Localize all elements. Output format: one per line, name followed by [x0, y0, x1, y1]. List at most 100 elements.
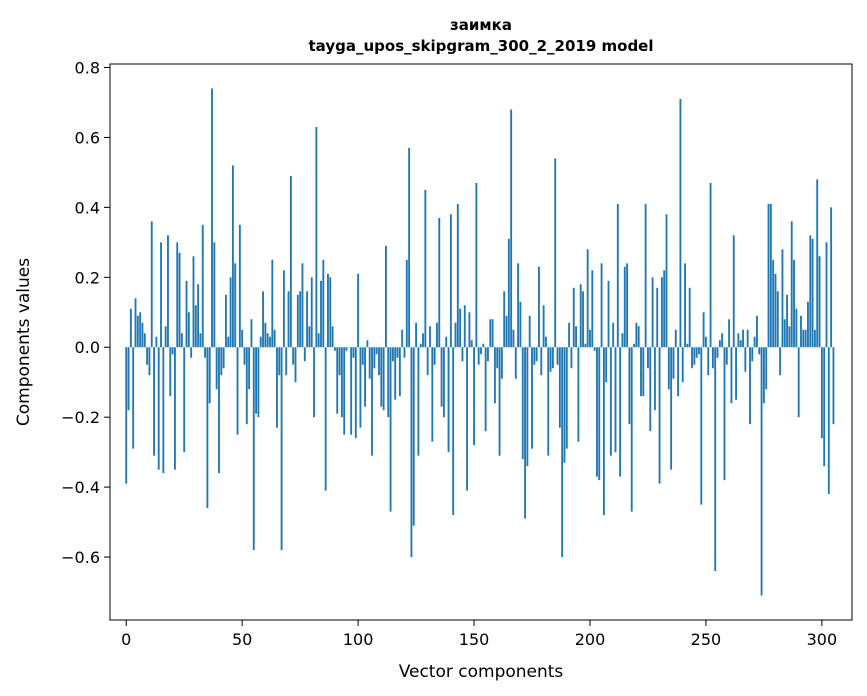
x-tick-label: 150: [459, 630, 490, 649]
bar: [563, 347, 566, 463]
bar: [129, 308, 132, 348]
bar: [352, 347, 355, 358]
bar: [707, 347, 710, 376]
bar: [517, 263, 520, 348]
bar: [637, 326, 640, 348]
bar: [607, 280, 610, 348]
bar: [545, 336, 547, 348]
bar: [289, 175, 292, 348]
bar: [408, 147, 411, 348]
bar: [438, 217, 441, 348]
bar: [749, 347, 751, 425]
bar: [793, 259, 795, 348]
bar: [746, 329, 749, 348]
bar: [589, 329, 591, 348]
bar: [797, 347, 800, 418]
bar: [468, 312, 471, 348]
bar: [519, 301, 522, 348]
bar: [698, 347, 700, 355]
bar: [276, 347, 278, 428]
bar: [556, 347, 559, 365]
bar: [350, 347, 353, 435]
bar: [570, 347, 573, 369]
bar: [820, 347, 823, 439]
bar: [382, 347, 385, 411]
bar: [410, 347, 413, 558]
bar: [364, 347, 366, 407]
bar: [208, 347, 211, 404]
bar: [280, 347, 283, 551]
bar: [322, 259, 325, 348]
bar: [396, 347, 399, 358]
y-tick-label: −0.2: [61, 408, 100, 427]
y-axis: −0.6 −0.4 −0.2 0.0 0.2 0.4 0.6 0.8: [61, 58, 110, 567]
bar: [582, 291, 584, 348]
bar: [649, 347, 652, 432]
x-tick-label: 300: [807, 630, 838, 649]
bar: [695, 347, 698, 358]
bar: [635, 322, 638, 348]
bar: [269, 336, 271, 348]
bar: [222, 347, 225, 369]
bar: [271, 259, 274, 348]
bar: [466, 347, 469, 491]
bar: [470, 340, 473, 348]
bar: [310, 277, 313, 348]
bar: [160, 242, 162, 348]
bar: [788, 326, 791, 348]
bar: [751, 347, 754, 362]
bar: [521, 347, 524, 460]
x-axis: 0 50 100 150 200 250 300: [121, 620, 837, 649]
bar: [343, 347, 346, 435]
bar: [531, 347, 533, 449]
bar: [327, 273, 329, 348]
bar: [735, 347, 737, 400]
bar: [174, 347, 176, 470]
bar: [633, 343, 635, 348]
bar: [278, 347, 281, 376]
bar: [802, 329, 805, 348]
bar: [252, 347, 255, 551]
bar: [215, 347, 218, 390]
bar: [737, 333, 740, 348]
bar: [389, 347, 392, 512]
bar: [642, 347, 645, 397]
bar: [742, 329, 744, 348]
bar: [800, 315, 802, 348]
bar: [155, 336, 158, 348]
bar: [825, 242, 828, 348]
bar: [491, 319, 494, 348]
bar: [185, 280, 188, 348]
bar: [171, 347, 174, 355]
bar: [498, 347, 501, 456]
bar: [292, 347, 295, 365]
bar: [614, 347, 617, 453]
bar: [586, 249, 589, 348]
bar: [238, 224, 241, 348]
bar: [361, 347, 364, 365]
bar: [767, 203, 770, 348]
bar: [739, 340, 742, 348]
y-tick-label: −0.6: [61, 548, 100, 567]
bar: [679, 98, 682, 348]
bar: [702, 312, 705, 348]
bar: [340, 347, 343, 418]
bar: [704, 336, 707, 348]
bar: [832, 347, 835, 425]
bar: [547, 347, 550, 456]
bar: [670, 347, 673, 470]
bar: [391, 347, 394, 362]
bar: [187, 312, 190, 348]
bar: [714, 347, 717, 572]
chart-subtitle: tayga_upos_skipgram_300_2_2019 model: [309, 37, 654, 55]
plot-area-frame: [109, 63, 853, 621]
bar: [647, 347, 649, 369]
bar: [329, 277, 332, 348]
bar: [551, 347, 554, 369]
bar: [162, 347, 165, 474]
bar: [665, 214, 668, 348]
bar: [248, 347, 251, 390]
bar: [375, 347, 378, 355]
bar: [354, 347, 357, 439]
bar: [461, 347, 464, 362]
